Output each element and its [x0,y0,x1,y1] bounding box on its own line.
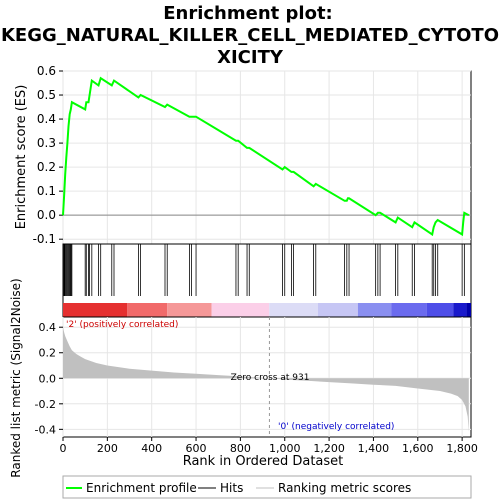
positive-correlation-label: '2' (positively correlated) [66,320,178,330]
x-tick-label: 1,400 [358,442,390,455]
heat-bar-segment [318,303,358,317]
es-ytick-label: 0.1 [37,184,56,198]
x-tick-label: 600 [186,442,207,455]
metric-ytick-label: -0.4 [35,423,56,436]
legend-metric-label: Ranking metric scores [278,481,411,495]
heat-bar-segment [63,303,128,317]
es-ytick-label: 0.6 [37,64,56,78]
chart-title-line-1: Enrichment plot: [163,3,333,24]
es-y-ticks: -0.1 0.0 0.1 0.2 0.3 0.4 0.5 0.6 [33,64,63,246]
legend-hits-label: Hits [220,481,243,495]
legend: Enrichment profile Hits Ranking metric s… [62,475,472,499]
hit-markers [63,244,465,296]
legend-enrichment-label: Enrichment profile [86,481,197,495]
ranking-metric-area [63,327,469,432]
x-tick-label: 800 [230,442,251,455]
metric-y-ticks: -0.4 -0.2 0.0 0.2 0.4 [35,321,63,436]
heat-bar-segment [127,303,168,317]
metric-ylabel: Ranked list metric (Signal2Noise) [9,278,23,477]
metric-ytick-label: 0.2 [39,347,57,360]
es-ytick-label: -0.1 [33,232,56,246]
heat-bar-segment [466,303,471,317]
x-tick-label: 1,000 [269,442,301,455]
x-tick-label: 400 [141,442,162,455]
x-axis-label: Rank in Ordered Dataset [183,454,344,469]
enrichment-profile-line [62,76,470,237]
x-axis-ticks: 0 200 400 600 800 1,000 1,200 1,400 1,600 1,800 [60,437,478,455]
x-tick-label: 200 [97,442,118,455]
es-panel-frame [62,70,472,245]
heat-bar-segment [453,303,467,317]
x-tick-label: 1,800 [446,442,478,455]
x-tick-label: 1,600 [402,442,434,455]
heat-bar-segment [426,303,454,317]
legend-frame [62,475,472,499]
heat-bar-segment [357,303,392,317]
heat-bar-segment [167,303,212,317]
zero-cross-label: Zero cross at 931 [231,373,310,383]
x-tick-label: 1,200 [313,442,345,455]
ranking-heat-bar [63,303,471,317]
heat-bar-segment [391,303,427,317]
metric-ytick-label: 0.4 [39,321,57,334]
x-tick-label: 0 [60,442,67,455]
es-ytick-label: 0.4 [37,112,56,126]
es-ylabel: Enrichment score (ES) [14,85,29,230]
es-ytick-label: 0.0 [37,208,56,222]
heat-bar-segment [211,303,270,317]
metric-ytick-label: 0.0 [39,372,57,385]
chart-title-line-2: KEGG_NATURAL_KILLER_CELL_MEDIATED_CYTOTO [1,25,499,46]
negative-correlation-label: '0' (negatively correlated) [278,422,394,432]
heat-bar-segment [269,303,318,317]
es-ytick-label: 0.2 [37,160,56,174]
metric-ytick-label: -0.2 [35,398,56,411]
es-ytick-label: 0.5 [37,88,56,102]
chart-title-line-3: XICITY [217,47,284,68]
es-ytick-label: 0.3 [37,136,56,150]
